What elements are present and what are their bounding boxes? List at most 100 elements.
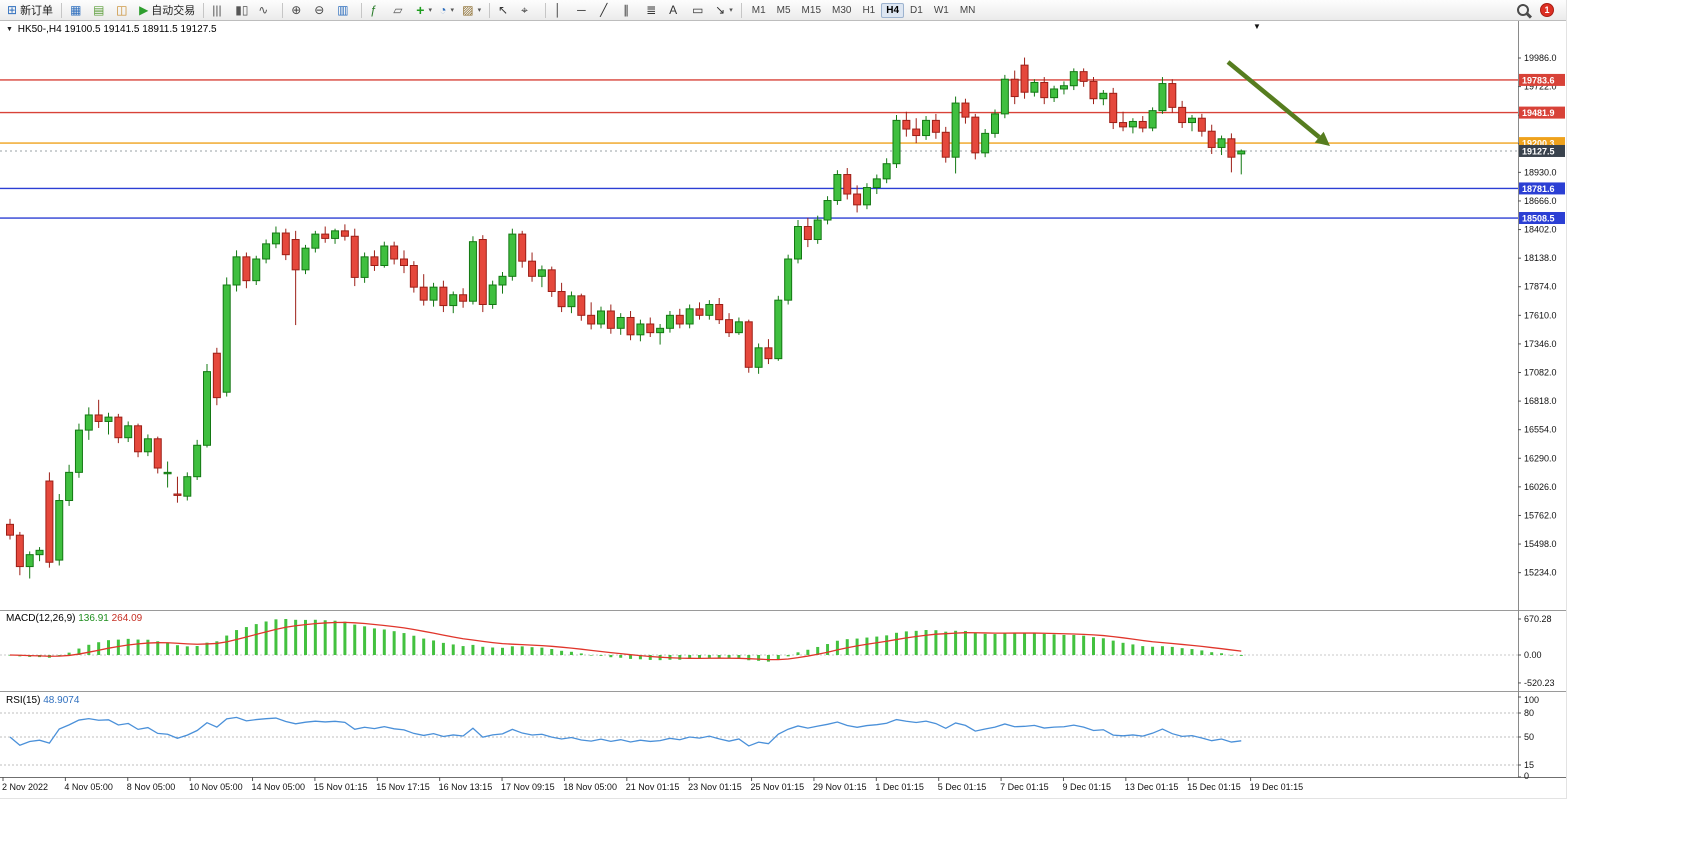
timeframe-button-m30[interactable]: M30 — [832, 4, 852, 16]
fibonacci-icon[interactable]: ≣ — [646, 3, 657, 17]
rsi-value: 48.9074 — [43, 695, 80, 706]
chart-window-icon[interactable]: ▦ — [70, 3, 82, 17]
candle — [862, 187, 871, 206]
bar-chart-icon[interactable]: ||| — [212, 3, 222, 17]
horizontal-line-icon[interactable]: ─ — [577, 3, 586, 17]
candle — [370, 256, 379, 267]
svg-text:100: 100 — [1524, 695, 1539, 705]
candle — [705, 303, 714, 316]
candle — [104, 416, 113, 422]
candle — [74, 429, 83, 473]
price-axis[interactable]: 19986.019722.019458.019194.018930.018666… — [1518, 53, 1557, 578]
candle — [1010, 78, 1019, 98]
timeframe-group: M1 M5 M15 M30 H1 H4 D1 W1 MN — [747, 2, 981, 18]
candle — [55, 500, 64, 561]
templates-button[interactable]: ▨ ▾ — [462, 3, 482, 17]
svg-text:0.00: 0.00 — [1524, 650, 1542, 660]
timeframe-button-h4[interactable]: H4 — [881, 2, 905, 18]
svg-text:15 Nov 17:15: 15 Nov 17:15 — [376, 782, 430, 792]
expert-advisors-icon[interactable]: ƒ — [370, 3, 377, 17]
line-chart-icon[interactable]: ∿ — [258, 3, 269, 17]
candle — [1128, 120, 1137, 128]
notification-badge[interactable]: 1 — [1540, 3, 1554, 17]
candle — [1089, 80, 1098, 100]
svg-text:17346.0: 17346.0 — [1524, 339, 1557, 349]
candle — [45, 480, 54, 563]
cursor-icon[interactable]: ↖ — [498, 3, 509, 17]
svg-text:18508.5: 18508.5 — [1522, 214, 1555, 224]
candle — [725, 319, 734, 334]
macd-pane-header: MACD(12,26,9) 136.91 264.09 — [6, 613, 142, 624]
svg-text:18402.0: 18402.0 — [1524, 225, 1557, 235]
candle — [813, 219, 822, 241]
label-icon[interactable]: ▭ — [692, 3, 704, 17]
svg-text:16290.0: 16290.0 — [1524, 453, 1557, 463]
new-order-button[interactable]: ⊞ 新订单 — [7, 3, 54, 17]
svg-text:29 Nov 01:15: 29 Nov 01:15 — [813, 782, 867, 792]
candle — [695, 308, 704, 316]
svg-text:17610.0: 17610.0 — [1524, 310, 1557, 320]
timeframe-button-h1[interactable]: H1 — [862, 4, 876, 16]
candle — [232, 256, 241, 286]
timeframe-button-m15[interactable]: M15 — [801, 4, 821, 16]
navigator-icon[interactable]: ◫ — [116, 3, 128, 17]
periods-button[interactable]: ◔ ▾ — [439, 3, 455, 17]
svg-text:17874.0: 17874.0 — [1524, 282, 1557, 292]
svg-text:18666.0: 18666.0 — [1524, 196, 1557, 206]
svg-text:670.28: 670.28 — [1524, 614, 1552, 624]
data-window-icon[interactable]: ▤ — [93, 3, 105, 17]
candle — [1197, 117, 1206, 132]
candle — [567, 295, 576, 308]
chart-canvas[interactable]: 19986.019722.019458.019194.018930.018666… — [0, 0, 1566, 798]
candle — [1207, 130, 1216, 148]
candle — [922, 119, 931, 137]
candlestick-icon[interactable]: ▮▯ — [235, 3, 249, 17]
chart-shift-marker[interactable]: ▼ — [1253, 22, 1261, 31]
zoom-in-icon[interactable]: ⊕ — [291, 3, 302, 17]
candle — [25, 554, 34, 568]
price-label — [1519, 73, 1565, 86]
auto-trading-button[interactable]: ▶ 自动交易 — [139, 3, 196, 17]
vertical-line-icon[interactable]: │ — [554, 3, 562, 17]
candle — [823, 200, 832, 221]
objects-list-icon[interactable]: ▱ — [393, 3, 403, 17]
candle — [764, 347, 773, 360]
svg-text:-520.23: -520.23 — [1524, 678, 1555, 688]
trendline-icon[interactable]: ╱ — [600, 3, 608, 17]
arrows-tool-icon[interactable]: ↘ ▾ — [715, 3, 733, 17]
candle — [143, 438, 152, 453]
candle — [843, 174, 852, 195]
indicators-add-button[interactable]: + ▾ — [416, 2, 432, 18]
candle — [390, 245, 399, 260]
timeframe-button-m5[interactable]: M5 — [776, 4, 791, 16]
timeframe-button-mn[interactable]: MN — [959, 4, 976, 16]
candle — [124, 425, 133, 439]
tile-windows-icon[interactable]: ▥ — [337, 3, 349, 17]
timeframe-button-d1[interactable]: D1 — [910, 4, 923, 16]
candle — [1099, 92, 1108, 100]
text-icon[interactable]: A — [669, 3, 678, 17]
symbol-dropdown-icon[interactable]: ▼ — [6, 26, 13, 33]
timeframe-button-w1[interactable]: W1 — [933, 4, 949, 16]
price-label — [1519, 106, 1565, 119]
candle — [1227, 138, 1236, 158]
candle — [419, 286, 428, 301]
timeframe-button-m1[interactable]: M1 — [751, 4, 766, 16]
svg-text:4 Nov 05:00: 4 Nov 05:00 — [64, 782, 113, 792]
search-icon[interactable] — [1516, 3, 1531, 18]
candle — [528, 260, 537, 277]
channel-icon[interactable]: ∥ — [623, 3, 630, 17]
terminal-window: ⊞ 新订单 ▦ ▤ ◫ ▶ 自动交易 ||| ▮▯ ∿ ⊕ ⊖ ▥ ƒ ▱ + ▾ ◔ ▾ ▨ ▾ ↖ ⌖ │ ─ ╱ ∥ ≣ A ▭ ↘ ▾… — [0, 0, 1567, 799]
crosshair-icon[interactable]: ⌖ — [521, 3, 528, 17]
rsi-line — [9, 716, 1242, 747]
svg-text:15 Nov 01:15: 15 Nov 01:15 — [314, 782, 368, 792]
zoom-out-icon[interactable]: ⊖ — [314, 3, 325, 17]
time-axis[interactable]: 2 Nov 2022 4 Nov 05:00 8 Nov 05:00 10 Nov 0… — [2, 777, 1303, 792]
annotation-arrow[interactable] — [1226, 60, 1330, 146]
candle — [1040, 81, 1049, 99]
svg-text:19722.0: 19722.0 — [1524, 82, 1557, 92]
toolbar-right: 1 — [1516, 3, 1562, 18]
svg-text:8 Nov 05:00: 8 Nov 05:00 — [127, 782, 176, 792]
price-label — [1519, 144, 1565, 157]
svg-text:1 Dec 01:15: 1 Dec 01:15 — [875, 782, 924, 792]
